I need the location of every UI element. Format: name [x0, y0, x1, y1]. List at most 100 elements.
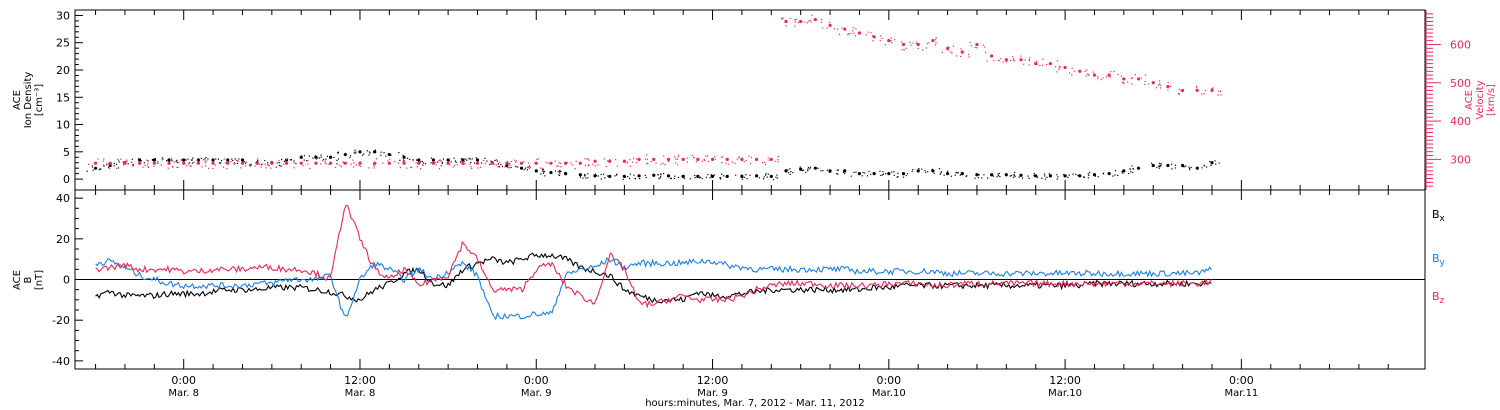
density-point — [240, 158, 245, 162]
scatter-texture — [205, 165, 207, 167]
scatter-texture — [686, 161, 688, 163]
scatter-texture — [719, 177, 722, 179]
scatter-texture — [389, 158, 391, 160]
scatter-texture — [699, 177, 701, 179]
scatter-texture — [234, 158, 236, 160]
scatter-texture — [1112, 175, 1114, 177]
scatter-texture — [528, 167, 530, 169]
scatter-texture — [91, 164, 94, 167]
velocity-axis-label-line: ACE — [1464, 90, 1475, 110]
scatter-texture — [1057, 176, 1059, 178]
velocity-point — [1078, 69, 1082, 73]
scatter-texture — [996, 176, 998, 178]
density-point — [534, 169, 538, 173]
scatter-texture — [1188, 166, 1190, 168]
scatter-texture — [734, 162, 736, 164]
scatter-texture — [1056, 178, 1058, 180]
scatter-texture — [353, 151, 355, 153]
scatter-texture — [307, 163, 309, 165]
scatter-texture — [176, 166, 178, 168]
scatter-texture — [468, 157, 470, 159]
scatter-texture — [328, 163, 330, 165]
scatter-texture — [604, 177, 606, 179]
density-point — [93, 166, 98, 170]
scatter-texture — [185, 159, 187, 161]
scatter-texture — [1075, 173, 1077, 176]
time-tick-label: 12:00 — [344, 374, 376, 387]
scatter-texture — [440, 165, 442, 167]
scatter-texture — [1108, 172, 1110, 174]
scatter-texture — [131, 158, 133, 160]
scatter-texture — [646, 154, 648, 156]
scatter-texture — [545, 161, 547, 163]
scatter-texture — [372, 151, 375, 153]
scatter-texture — [571, 164, 574, 166]
scatter-texture — [495, 159, 498, 161]
b-axis-label-line: ACE — [12, 270, 23, 290]
scatter-texture — [1215, 163, 1217, 165]
scatter-texture — [350, 155, 352, 157]
scatter-texture — [743, 160, 745, 163]
scatter-texture — [142, 166, 144, 168]
scatter-texture — [1013, 174, 1015, 176]
velocity-point — [637, 157, 641, 161]
scatter-texture — [1010, 59, 1012, 62]
scatter-texture — [1130, 171, 1132, 173]
density-point — [373, 150, 377, 154]
scatter-texture — [1159, 87, 1162, 89]
scatter-texture — [600, 173, 602, 176]
velocity-point — [196, 161, 200, 165]
scatter-texture — [670, 177, 672, 180]
scatter-texture — [100, 168, 102, 170]
scatter-texture — [674, 156, 676, 158]
scatter-texture — [171, 158, 173, 160]
scatter-texture — [507, 160, 509, 163]
scatter-texture — [896, 176, 898, 178]
scatter-texture — [320, 163, 322, 165]
b-axis-label: ACEB[nT] — [12, 270, 45, 290]
scatter-texture — [850, 175, 852, 177]
scatter-texture — [126, 160, 128, 162]
scatter-texture — [775, 176, 777, 178]
scatter-texture — [116, 167, 118, 169]
scatter-texture — [674, 175, 676, 177]
scatter-texture — [1113, 70, 1115, 73]
velocity-tick-label: 400 — [1450, 115, 1471, 128]
scatter-texture — [1212, 87, 1214, 89]
scatter-texture — [314, 155, 317, 157]
scatter-texture — [333, 156, 335, 159]
scatter-texture — [387, 153, 390, 155]
scatter-texture — [1097, 75, 1099, 78]
scatter-texture — [243, 161, 245, 163]
scatter-texture — [872, 40, 874, 42]
density-point — [666, 174, 671, 178]
scatter-texture — [777, 161, 779, 163]
velocity-point — [314, 161, 318, 165]
scatter-texture — [1059, 65, 1061, 67]
scatter-texture — [879, 39, 881, 42]
scatter-texture — [843, 171, 845, 173]
scatter-texture — [1011, 175, 1013, 177]
velocity-point — [975, 42, 979, 47]
scatter-texture — [230, 160, 232, 163]
scatter-texture — [1144, 74, 1147, 76]
scatter-texture — [740, 174, 742, 176]
scatter-texture — [633, 157, 635, 159]
scatter-texture — [122, 161, 124, 163]
velocity-axis-label-line: [km/s] — [1486, 84, 1497, 116]
scatter-texture — [295, 162, 297, 165]
scatter-texture — [527, 162, 530, 164]
scatter-texture — [397, 162, 400, 164]
scatter-texture — [1180, 90, 1182, 92]
scatter-texture — [510, 166, 512, 169]
velocity-point — [608, 159, 612, 163]
scatter-texture — [782, 18, 784, 20]
scatter-texture — [268, 165, 270, 167]
scatter-texture — [947, 49, 949, 51]
scatter-texture — [657, 174, 659, 176]
scatter-texture — [960, 55, 962, 58]
scatter-texture — [534, 162, 536, 164]
scatter-texture — [905, 47, 907, 49]
scatter-texture — [355, 164, 357, 166]
scatter-texture — [575, 160, 577, 162]
